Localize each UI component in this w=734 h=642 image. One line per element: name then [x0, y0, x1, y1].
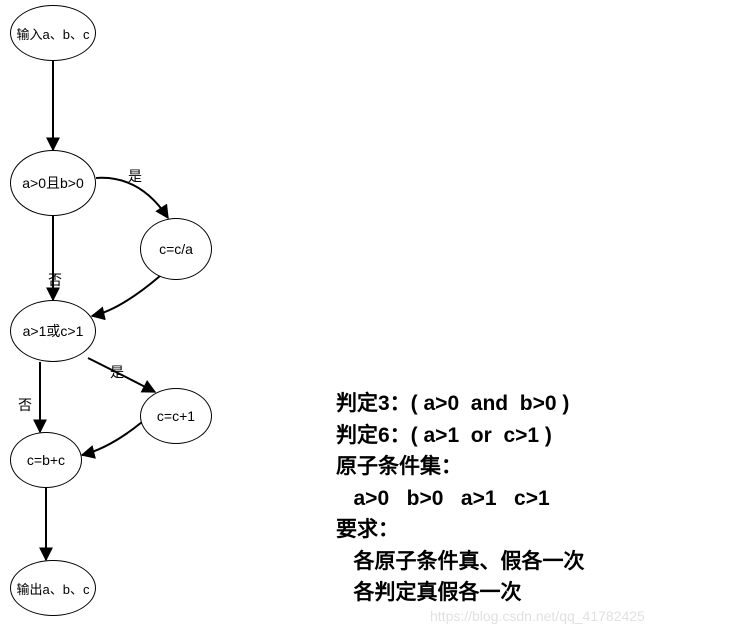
- watermark: https://blog.csdn.net/qq_41782425: [430, 608, 645, 624]
- flow-edge-label: 是: [128, 166, 142, 186]
- text-annotation: 判定3：( a>0 and b>0 ) 判定6：( a>1 or c>1 ) 原…: [336, 388, 585, 609]
- flow-edge-label: 否: [48, 270, 62, 290]
- flow-edge-label: 是: [110, 362, 124, 382]
- flow-node-label: a>0且b>0: [22, 173, 84, 193]
- flow-node-label: c=b+c: [27, 452, 65, 468]
- flow-node-label: c=c+1: [157, 408, 195, 424]
- flow-node-n1: 输入a、b、c: [10, 5, 96, 61]
- flow-edge-n5-n6: [82, 422, 142, 455]
- flow-node-n2: a>0且b>0: [10, 150, 96, 216]
- flow-node-n4: a>1或c>1: [10, 300, 96, 362]
- flow-edge-n3-n4: [92, 276, 160, 316]
- flow-node-n6: c=b+c: [10, 432, 82, 488]
- flow-node-label: 输入a、b、c: [17, 24, 90, 43]
- flow-node-n3: c=c/a: [140, 218, 212, 280]
- flow-node-label: a>1或c>1: [23, 321, 84, 341]
- flow-edge-label: 否: [18, 395, 32, 415]
- flow-node-n5: c=c+1: [140, 388, 212, 444]
- flow-node-label: c=c/a: [159, 241, 193, 257]
- flow-node-label: 输出a、b、c: [17, 579, 90, 598]
- flow-node-n7: 输出a、b、c: [10, 560, 96, 616]
